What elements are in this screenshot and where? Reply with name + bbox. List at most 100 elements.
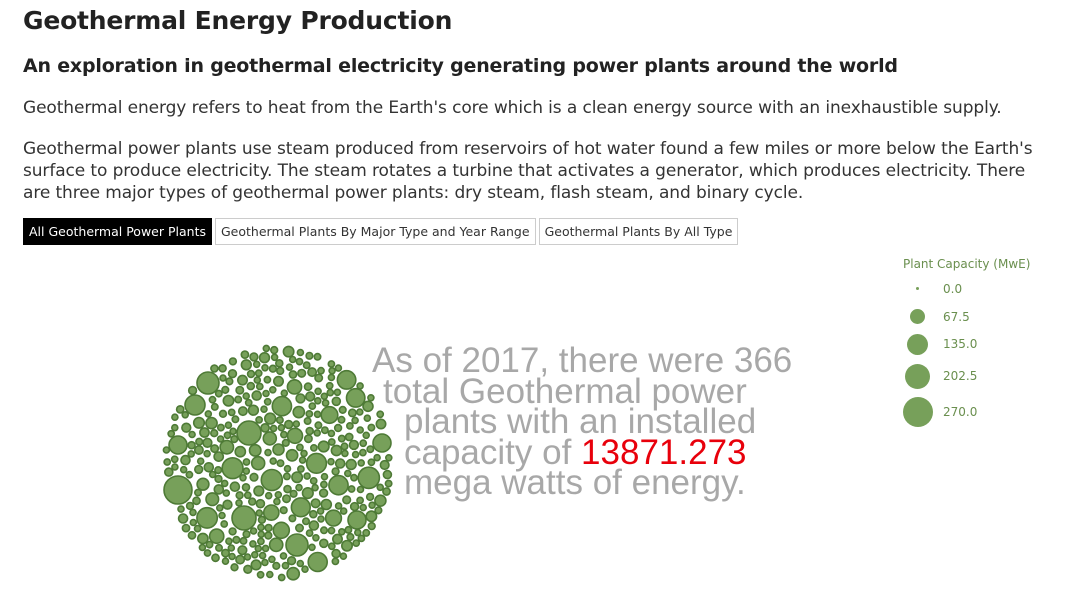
plant-bubble[interactable] — [205, 540, 214, 549]
plant-bubble[interactable] — [218, 363, 227, 373]
plant-bubble[interactable] — [362, 400, 374, 413]
plant-bubble[interactable] — [347, 510, 367, 530]
plant-bubble[interactable] — [347, 485, 356, 493]
plant-bubble[interactable] — [216, 435, 225, 443]
plant-bubble[interactable] — [257, 523, 265, 532]
plant-bubble[interactable] — [318, 538, 329, 549]
plant-bubble[interactable] — [353, 528, 362, 537]
plant-bubble[interactable] — [203, 549, 212, 557]
plant-bubble[interactable] — [218, 511, 226, 520]
plant-bubble[interactable] — [180, 454, 191, 466]
plant-bubble[interactable] — [257, 515, 267, 524]
plant-bubble[interactable] — [327, 360, 336, 368]
plant-bubble[interactable] — [219, 439, 235, 455]
plant-bubble[interactable] — [311, 483, 319, 492]
plant-bubble[interactable] — [264, 448, 272, 457]
plant-bubble[interactable] — [319, 526, 328, 535]
plant-bubble[interactable] — [211, 553, 220, 563]
plant-bubble[interactable] — [313, 352, 322, 361]
plant-bubble[interactable] — [272, 561, 281, 571]
plant-bubble[interactable] — [344, 525, 353, 534]
plant-bubble[interactable] — [276, 366, 285, 376]
plant-bubble[interactable] — [262, 389, 270, 398]
plant-bubble[interactable] — [255, 382, 264, 391]
plant-bubble[interactable] — [327, 457, 335, 466]
plant-bubble[interactable] — [334, 458, 346, 469]
plant-bubble[interactable] — [265, 570, 274, 579]
plant-bubble[interactable] — [340, 539, 353, 552]
plant-bubble[interactable] — [327, 429, 336, 438]
plant-bubble[interactable] — [230, 563, 239, 572]
plant-bubble[interactable] — [203, 461, 215, 473]
plant-bubble[interactable] — [275, 416, 284, 425]
plant-bubble[interactable] — [305, 529, 314, 537]
plant-bubble[interactable] — [346, 532, 355, 542]
plant-bubble[interactable] — [285, 363, 294, 372]
plant-bubble[interactable] — [196, 457, 205, 466]
plant-bubble[interactable] — [350, 473, 358, 482]
plant-bubble[interactable] — [254, 544, 263, 553]
plant-bubble[interactable] — [351, 416, 359, 425]
plant-bubble[interactable] — [264, 531, 273, 540]
plant-bubble[interactable] — [279, 430, 288, 439]
plant-bubble[interactable] — [171, 413, 179, 422]
plant-bubble[interactable] — [237, 406, 248, 417]
plant-bubble[interactable] — [193, 444, 204, 455]
plant-bubble[interactable] — [362, 431, 371, 440]
plant-bubble[interactable] — [331, 533, 343, 545]
plant-bubble[interactable] — [337, 415, 346, 424]
plant-bubble[interactable] — [283, 484, 292, 494]
plant-bubble[interactable] — [262, 431, 278, 446]
plant-bubble[interactable] — [170, 455, 179, 464]
plant-bubble[interactable] — [227, 369, 238, 379]
plant-bubble[interactable] — [163, 475, 193, 505]
plant-bubble[interactable] — [210, 364, 219, 373]
plant-bubble[interactable] — [239, 473, 247, 482]
plant-bubble[interactable] — [320, 405, 339, 425]
plant-bubble[interactable] — [181, 422, 192, 433]
plant-bubble[interactable] — [367, 521, 376, 531]
plant-bubble[interactable] — [303, 382, 313, 392]
plant-bubble[interactable] — [305, 391, 316, 402]
plant-bubble[interactable] — [281, 561, 290, 570]
plant-bubble[interactable] — [264, 412, 277, 425]
plant-bubble[interactable] — [279, 552, 288, 560]
plant-bubble[interactable] — [359, 439, 368, 448]
plant-bubble[interactable] — [255, 509, 264, 517]
plant-bubble[interactable] — [240, 359, 253, 371]
plant-bubble[interactable] — [356, 485, 365, 494]
plant-bubble[interactable] — [276, 459, 285, 468]
plant-bubble[interactable] — [358, 448, 367, 457]
plant-bubble[interactable] — [327, 526, 336, 535]
plant-bubble[interactable] — [340, 442, 349, 451]
plant-bubble[interactable] — [228, 527, 237, 536]
plant-bubble[interactable] — [213, 451, 225, 462]
plant-bubble[interactable] — [289, 489, 298, 498]
plant-bubble[interactable] — [218, 409, 228, 418]
plant-bubble[interactable] — [282, 345, 295, 358]
plant-bubble[interactable] — [357, 459, 366, 467]
plant-bubble[interactable] — [253, 485, 265, 497]
plant-bubble[interactable] — [327, 373, 336, 382]
plant-bubble[interactable] — [242, 530, 251, 539]
plant-bubble[interactable] — [258, 551, 267, 560]
plant-bubble[interactable] — [225, 537, 233, 546]
plant-bubble[interactable] — [317, 440, 330, 453]
plant-bubble[interactable] — [286, 566, 301, 581]
plant-bubble[interactable] — [187, 440, 196, 450]
plant-bubble[interactable] — [288, 370, 298, 379]
plant-bubble[interactable] — [199, 427, 210, 438]
plant-bubble[interactable] — [253, 376, 262, 384]
plant-bubble[interactable] — [308, 402, 317, 410]
plant-bubble[interactable] — [309, 443, 318, 452]
plant-bubble[interactable] — [273, 497, 281, 506]
plant-bubble[interactable] — [222, 394, 235, 407]
plant-bubble[interactable] — [349, 501, 360, 512]
plant-bubble[interactable] — [175, 404, 185, 414]
plant-bubble[interactable] — [221, 457, 244, 480]
plant-bubble[interactable] — [300, 449, 308, 458]
plant-bubble[interactable] — [235, 385, 245, 395]
plant-bubble[interactable] — [179, 465, 188, 474]
plant-bubble[interactable] — [331, 548, 341, 559]
plant-bubble[interactable] — [254, 369, 263, 378]
